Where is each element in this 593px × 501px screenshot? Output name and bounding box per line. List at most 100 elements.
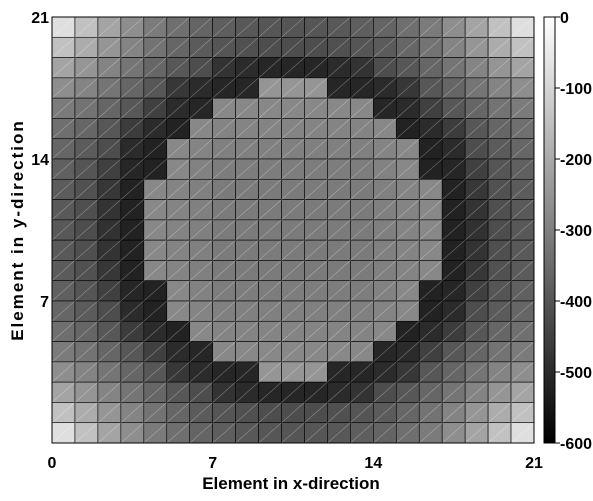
cell-diagonal <box>510 77 535 99</box>
cell-diagonal <box>350 138 374 160</box>
cell-diagonal <box>327 381 351 403</box>
cell-diagonal <box>304 37 328 58</box>
cell-diagonal <box>327 97 351 119</box>
cell-diagonal <box>97 219 122 241</box>
cell-diagonal <box>281 158 305 180</box>
cell-diagonal <box>350 199 374 221</box>
cell-diagonal <box>166 402 190 423</box>
cell-diagonal <box>74 138 99 160</box>
cell-diagonal <box>258 37 282 58</box>
cell-diagonal <box>212 179 236 200</box>
cell-diagonal <box>189 158 213 180</box>
cell-diagonal <box>510 57 535 79</box>
cell-diagonal <box>166 179 190 200</box>
cell-diagonal <box>258 321 282 342</box>
colorbar-tick-label: -400 <box>560 294 592 311</box>
cell-diagonal <box>510 422 535 444</box>
cell-diagonal <box>396 402 420 423</box>
cell-diagonal <box>441 77 466 99</box>
cell-diagonal <box>487 381 512 403</box>
cell-diagonal <box>510 402 535 423</box>
cell-diagonal <box>510 16 535 38</box>
cell-diagonal <box>373 381 397 403</box>
cell-diagonal <box>441 57 466 79</box>
cell-diagonal <box>74 341 99 363</box>
cell-diagonal <box>510 158 535 180</box>
cell-diagonal <box>373 341 397 363</box>
cell-diagonal <box>281 16 305 38</box>
cell-diagonal <box>143 381 167 403</box>
cell-diagonal <box>258 381 282 403</box>
cell-diagonal <box>327 361 351 383</box>
cell-diagonal <box>327 199 351 221</box>
cell-diagonal <box>120 361 145 383</box>
cell-diagonal <box>441 138 466 160</box>
cell-diagonal <box>487 422 512 444</box>
cell-diagonal <box>419 199 443 221</box>
cell-diagonal <box>143 97 167 119</box>
cell-diagonal <box>464 158 489 180</box>
cell-diagonal <box>419 57 443 79</box>
cell-diagonal <box>510 97 535 119</box>
cell-diagonal <box>74 97 99 119</box>
cell-diagonal <box>373 361 397 383</box>
cell-diagonal <box>441 361 466 383</box>
cell-diagonal <box>235 341 259 363</box>
cell-diagonal <box>235 381 259 403</box>
cell-diagonal <box>304 280 328 302</box>
cell-diagonal <box>487 179 512 200</box>
cell-diagonal <box>189 381 213 403</box>
cell-diagonal <box>97 280 122 302</box>
cell-diagonal <box>74 199 99 221</box>
cell-diagonal <box>120 300 145 322</box>
cell-diagonal <box>396 118 420 139</box>
cell-diagonal <box>258 280 282 302</box>
cell-diagonal <box>304 321 328 342</box>
cell-diagonal <box>350 280 374 302</box>
cell-diagonal <box>281 422 305 444</box>
cell-diagonal <box>143 77 167 99</box>
cell-diagonal <box>212 341 236 363</box>
cell-diagonal <box>212 300 236 322</box>
cell-diagonal <box>464 300 489 322</box>
cell-diagonal <box>510 341 535 363</box>
cell-diagonal <box>373 402 397 423</box>
cell-diagonal <box>487 300 512 322</box>
cell-diagonal <box>189 97 213 119</box>
cell-diagonal <box>51 158 76 180</box>
cell-diagonal <box>258 16 282 38</box>
cell-diagonal <box>510 37 535 58</box>
cell-diagonal <box>396 260 420 281</box>
cell-diagonal <box>120 158 145 180</box>
cell-diagonal <box>74 381 99 403</box>
x-tick-labels: 0 7 14 21 <box>48 455 543 472</box>
cell-diagonal <box>74 179 99 200</box>
y-tick-label: 7 <box>40 294 49 311</box>
plot-frame <box>51 16 535 444</box>
cell-diagonal <box>120 402 145 423</box>
cell-diagonal <box>487 57 512 79</box>
cell-diagonal <box>441 422 466 444</box>
cell-diagonal <box>350 422 374 444</box>
cell-diagonal <box>373 219 397 241</box>
cell-diagonal <box>97 321 122 342</box>
cell-diagonal <box>373 57 397 79</box>
cell-diagonal <box>120 138 145 160</box>
cell-diagonal <box>51 422 76 444</box>
cell-diagonal <box>373 37 397 58</box>
cell-diagonal <box>74 37 99 58</box>
cell-diagonal <box>281 37 305 58</box>
cell-diagonal <box>212 361 236 383</box>
cell-diagonal <box>258 118 282 139</box>
cell-diagonal <box>396 97 420 119</box>
cell-diagonal <box>487 158 512 180</box>
cell-diagonal <box>304 77 328 99</box>
cell-diagonal <box>487 402 512 423</box>
cell-diagonal <box>51 118 76 139</box>
cell-diagonal <box>419 158 443 180</box>
cell-diagonal <box>74 219 99 241</box>
cell-diagonal <box>235 402 259 423</box>
cell-diagonal <box>212 57 236 79</box>
cell-diagonal <box>441 260 466 281</box>
